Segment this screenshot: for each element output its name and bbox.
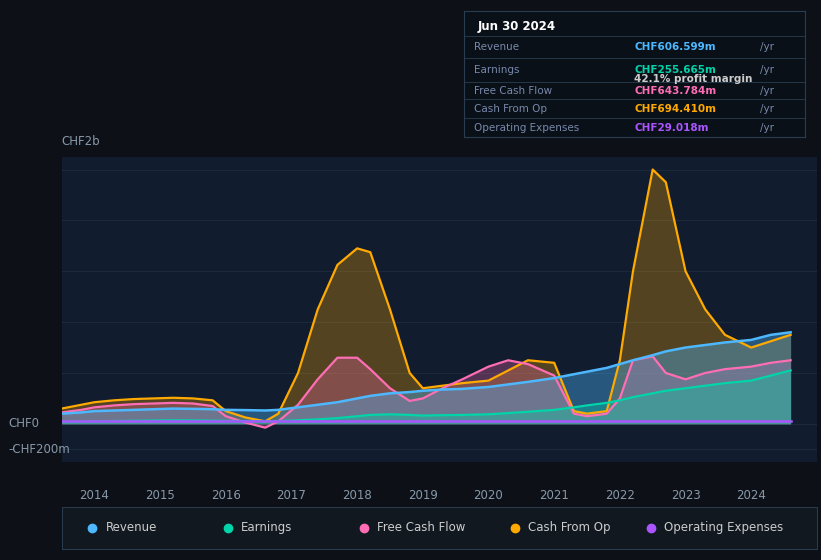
Text: CHF606.599m: CHF606.599m	[635, 42, 716, 52]
Text: CHF694.410m: CHF694.410m	[635, 105, 716, 114]
Text: CHF0: CHF0	[8, 417, 39, 430]
Text: 42.1% profit margin: 42.1% profit margin	[635, 74, 753, 84]
Text: Free Cash Flow: Free Cash Flow	[474, 86, 553, 96]
Text: Earnings: Earnings	[241, 521, 293, 534]
Text: CHF29.018m: CHF29.018m	[635, 123, 709, 133]
Text: Cash From Op: Cash From Op	[529, 521, 611, 534]
Text: /yr: /yr	[760, 123, 774, 133]
Text: 2017: 2017	[277, 489, 306, 502]
Text: Free Cash Flow: Free Cash Flow	[378, 521, 466, 534]
Text: 2021: 2021	[539, 489, 569, 502]
Text: Revenue: Revenue	[474, 42, 519, 52]
Text: 2019: 2019	[408, 489, 438, 502]
Text: /yr: /yr	[760, 86, 774, 96]
Text: /yr: /yr	[760, 42, 774, 52]
Text: 2016: 2016	[211, 489, 241, 502]
Text: /yr: /yr	[760, 105, 774, 114]
Text: 2015: 2015	[145, 489, 175, 502]
Text: Operating Expenses: Operating Expenses	[474, 123, 580, 133]
Text: CHF255.665m: CHF255.665m	[635, 65, 716, 75]
Text: Jun 30 2024: Jun 30 2024	[478, 20, 556, 33]
Text: 2022: 2022	[605, 489, 635, 502]
Text: 2014: 2014	[80, 489, 109, 502]
Text: 2018: 2018	[342, 489, 372, 502]
Text: Cash From Op: Cash From Op	[474, 105, 547, 114]
Text: Earnings: Earnings	[474, 65, 520, 75]
Text: -CHF200m: -CHF200m	[8, 443, 70, 456]
Text: CHF643.784m: CHF643.784m	[635, 86, 717, 96]
Text: /yr: /yr	[760, 65, 774, 75]
Text: Revenue: Revenue	[105, 521, 157, 534]
Text: CHF2b: CHF2b	[62, 136, 100, 148]
Text: 2024: 2024	[736, 489, 766, 502]
Text: 2020: 2020	[474, 489, 503, 502]
Text: Operating Expenses: Operating Expenses	[664, 521, 783, 534]
Text: 2023: 2023	[671, 489, 700, 502]
